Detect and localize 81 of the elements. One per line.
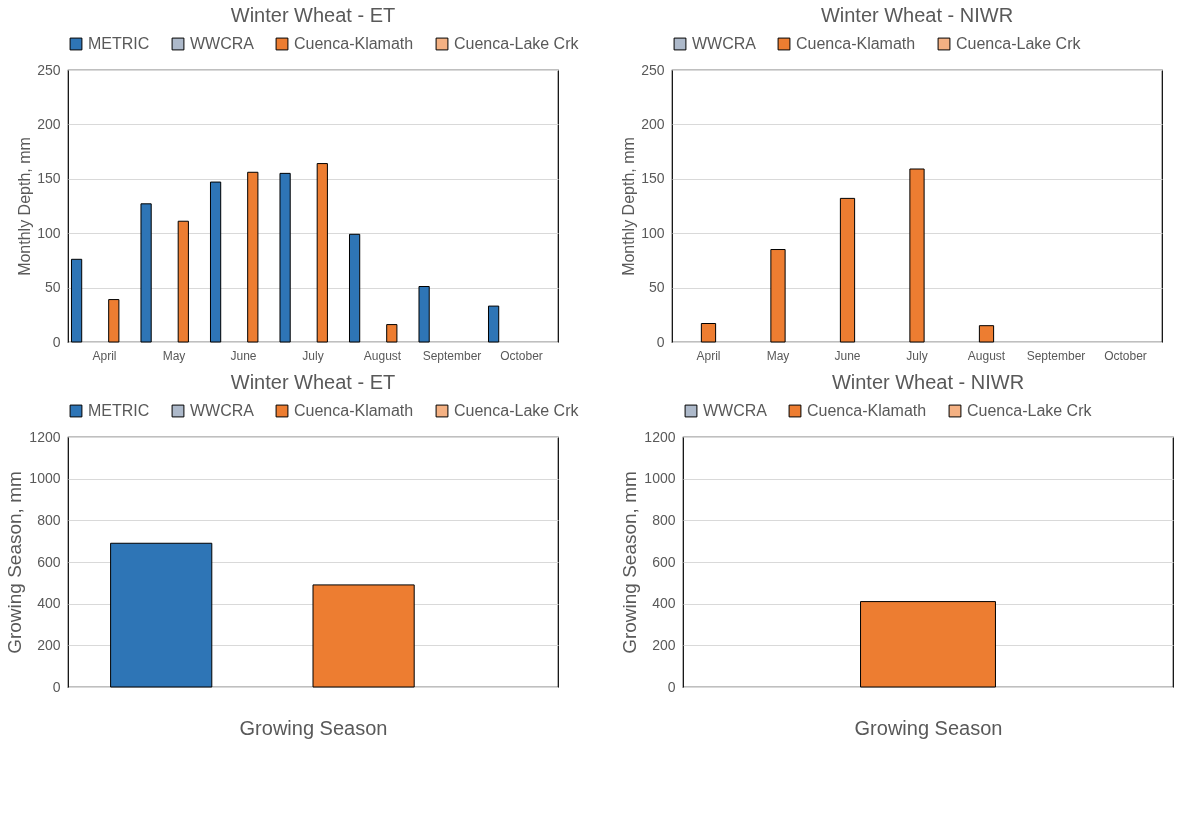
chart-title: Winter Wheat - NIWR: [831, 371, 1025, 393]
x-tick-label: August: [967, 348, 1006, 363]
y-tick-label: 1000: [29, 470, 61, 487]
chart-title: Winter Wheat - NIWR: [820, 4, 1014, 26]
bar: [279, 172, 291, 343]
chart-title: Winter Wheat - ET: [230, 371, 396, 393]
x-tick-label: June: [834, 348, 861, 363]
y-tick-label: 600: [37, 553, 61, 570]
legend-label: WWCRA: [190, 402, 255, 419]
bar: [839, 197, 856, 343]
legend-label: Cuenca-Lake Crk: [454, 402, 580, 419]
y-tick-label: 400: [37, 595, 61, 612]
x-tick-label: April: [696, 348, 721, 363]
legend-label: Cuenca-Lake Crk: [454, 35, 580, 52]
x-tick-label: May: [162, 348, 186, 363]
y-tick-label: 250: [641, 61, 665, 78]
y-axis-title: Growing Season, mm: [4, 471, 26, 654]
chart-title: Winter Wheat - ET: [230, 4, 396, 26]
legend-label: Cuenca-Lake Crk: [967, 402, 1093, 419]
y-tick-label: 150: [641, 170, 665, 187]
legend-label: METRIC: [88, 35, 150, 52]
bar: [108, 299, 120, 343]
legend-label: Cuenca-Klamath: [294, 35, 414, 52]
y-tick-label: 150: [37, 170, 61, 187]
bar: [909, 168, 925, 343]
y-tick-label: 50: [648, 279, 665, 296]
legend-label: WWCRA: [190, 35, 255, 52]
bar: [386, 324, 398, 343]
y-tick-label: 250: [37, 61, 61, 78]
y-tick-label: 50: [44, 279, 61, 296]
y-tick-label: 100: [641, 224, 665, 241]
bar: [209, 181, 222, 343]
y-axis-title: Growing Season, mm: [619, 471, 641, 654]
y-tick-label: 200: [37, 115, 61, 132]
y-axis-title: Monthly Depth, mm: [16, 137, 34, 276]
y-tick-label: 200: [652, 636, 676, 653]
y-tick-label: 800: [652, 511, 676, 528]
bar: [978, 325, 995, 343]
bar: [700, 323, 717, 343]
y-tick-label: 800: [37, 511, 61, 528]
bar: [316, 163, 328, 343]
x-tick-label: July: [906, 348, 928, 363]
bar: [488, 305, 500, 343]
legend-label: Cuenca-Klamath: [294, 402, 414, 419]
y-tick-label: 0: [52, 678, 61, 695]
legend-label: METRIC: [88, 402, 150, 419]
x-tick-label: September: [1026, 348, 1086, 363]
bar: [770, 249, 786, 343]
legend-label: WWCRA: [692, 35, 757, 52]
legend-label: WWCRA: [703, 402, 768, 419]
x-tick-label: July: [302, 348, 324, 363]
x-tick-label: May: [766, 348, 790, 363]
bar: [418, 286, 430, 343]
y-tick-label: 0: [656, 333, 665, 350]
bar: [247, 171, 259, 343]
legend-label: Cuenca-Lake Crk: [956, 35, 1082, 52]
y-axis-title: Monthly Depth, mm: [620, 137, 638, 276]
x-tick-label: September: [422, 348, 482, 363]
y-tick-label: 200: [37, 636, 61, 653]
bar: [70, 258, 83, 343]
x-tick-label: October: [500, 348, 543, 363]
x-axis-title: Growing Season: [239, 716, 388, 739]
y-tick-label: 1200: [644, 428, 676, 445]
bar: [177, 220, 189, 343]
x-tick-label: August: [363, 348, 402, 363]
bar: [140, 203, 152, 343]
bar: [348, 233, 361, 343]
x-tick-label: April: [92, 348, 117, 363]
x-tick-label: October: [1104, 348, 1147, 363]
y-tick-label: 1000: [644, 470, 676, 487]
y-tick-label: 0: [667, 678, 676, 695]
y-tick-label: 200: [641, 115, 665, 132]
y-tick-label: 100: [37, 224, 61, 241]
y-tick-label: 400: [652, 595, 676, 612]
x-tick-label: June: [230, 348, 257, 363]
legend-label: Cuenca-Klamath: [796, 35, 916, 52]
y-tick-label: 1200: [29, 428, 61, 445]
x-axis-title: Growing Season: [854, 716, 1003, 739]
legend-label: Cuenca-Klamath: [807, 402, 927, 419]
y-tick-label: 600: [652, 553, 676, 570]
y-tick-label: 0: [52, 333, 61, 350]
